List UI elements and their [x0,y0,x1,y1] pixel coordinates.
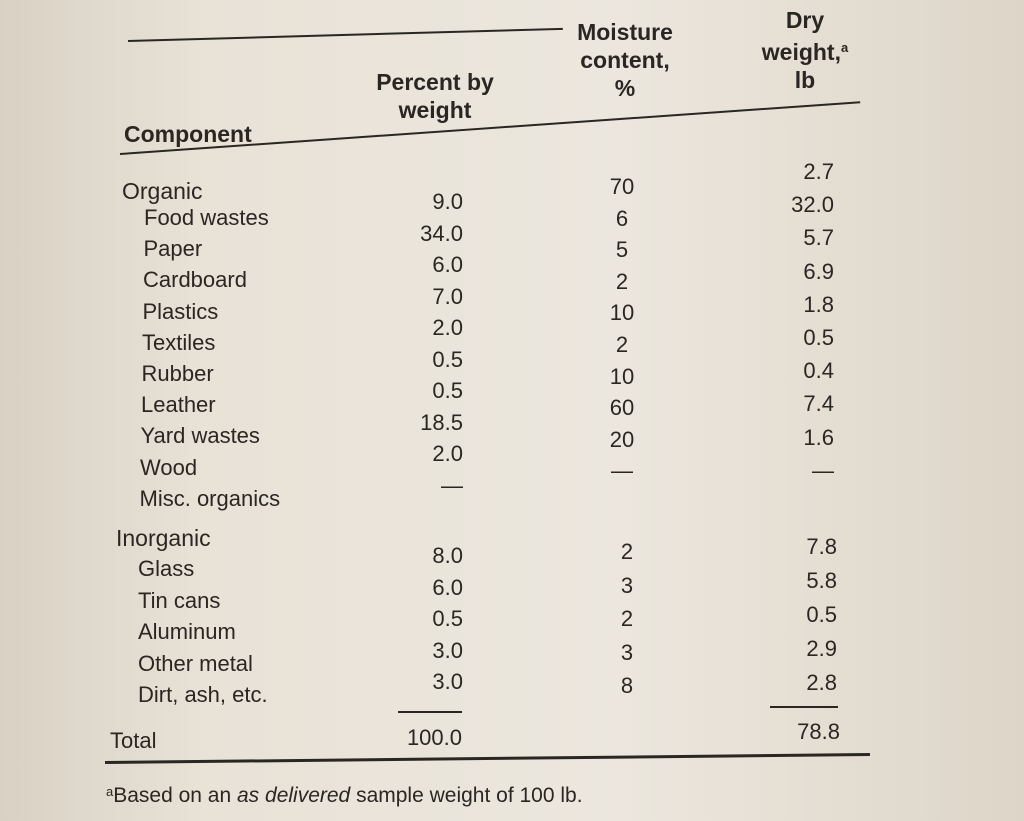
row-name: Aluminum [138,619,236,644]
header-percent-line1: Percent by [376,69,494,95]
header-moisture-line3: % [614,75,636,101]
header-moisture-line1: Moisture [577,19,673,45]
row-percent: 6.0 [432,574,463,600]
row-dry-weight: 1.6 [803,424,834,450]
row-percent: 18.5 [420,409,463,435]
row-dry-weight: 5.8 [806,568,837,593]
row-moisture: 2 [615,332,629,357]
header-percent-line2: weight [398,97,472,123]
row-moisture: 6 [615,205,629,231]
row-percent: 0.5 [432,378,463,403]
row-name: Dirt, ash, etc. [138,682,268,707]
row-moisture: 2 [615,268,629,294]
footnote-emphasis: as delivered [237,784,351,807]
group-inorganic: Inorganic [116,525,211,551]
row-name: Textiles [142,329,216,355]
row-percent: 0.5 [432,606,463,631]
footnote-mark: a [841,40,849,55]
row-percent: 2.0 [432,441,463,466]
row-name: Leather [141,392,216,418]
row-moisture: 8 [620,673,634,698]
header-percent: Percent by weight [360,68,510,124]
footnote: aBased on an as delivered sample weight … [106,778,583,810]
group-organic: Organic [122,178,203,204]
row-moisture: 20 [609,426,635,452]
row-moisture: 3 [620,572,634,598]
footnote-text-after: sample weight of 100 lb. [350,784,583,807]
row-percent: 8.0 [432,543,463,568]
row-dry-weight: 6.9 [803,258,834,284]
row-name: Food wastes [144,205,269,230]
row-moisture: 3 [620,639,634,665]
row-percent: 3.0 [432,669,463,694]
total-percent: 100.0 [406,725,462,750]
row-dry-weight: 0.4 [803,358,834,384]
header-dry-line1: Dry [785,7,825,33]
total-label: Total [110,728,157,753]
row-percent: 0.5 [432,346,463,372]
row-dry-weight: 1.8 [803,291,834,317]
bottom-rule [104,752,870,764]
row-name: Tin cans [138,587,221,613]
row-name: Misc. organics [139,485,281,511]
header-moisture: Moisture content, % [555,18,695,102]
header-dry-weight: Dry weight,a lb [740,6,870,94]
row-percent: 9.0 [432,189,463,214]
row-name: Wood [140,454,198,480]
row-name: Rubber [141,361,214,386]
percent-total-rule [398,711,462,713]
row-moisture: 70 [609,174,635,199]
row-moisture: 5 [615,237,629,263]
row-name: Yard wastes [140,423,260,449]
row-moisture: 2 [620,539,634,564]
row-moisture: — [611,458,633,484]
row-percent: — [441,472,463,498]
row-dry-weight: 5.7 [803,225,834,251]
header-dry-line2: weight,a [761,39,849,65]
row-dry-weight: 7.8 [806,534,837,559]
row-dry-weight: 0.5 [806,602,837,627]
row-dry-weight: 2.9 [806,636,837,661]
row-dry-weight: 0.5 [803,325,834,350]
row-moisture: 10 [609,300,635,326]
footnote-marker: a [106,784,114,799]
row-name: Other metal [138,650,253,676]
row-name: Glass [138,556,195,581]
row-dry-weight: 2.8 [806,670,837,695]
row-name: Cardboard [143,267,247,293]
row-dry-weight: 7.4 [803,391,834,417]
row-percent: 3.0 [432,637,463,663]
row-name: Paper [143,236,203,262]
row-dry-weight: 32.0 [791,192,834,218]
row-name: Plastics [142,298,219,324]
dry-total-rule [770,706,838,708]
row-dry-weight: — [812,457,834,483]
row-moisture: 60 [609,395,635,421]
row-dry-weight: 2.7 [803,159,834,184]
row-percent: 34.0 [420,220,463,246]
header-moisture-line2: content, [580,47,670,73]
row-percent: 2.0 [432,315,463,340]
row-moisture: 2 [620,606,634,631]
row-percent: 6.0 [432,252,463,277]
row-moisture: 10 [609,363,635,389]
top-rule [127,27,563,42]
header-component: Component [124,121,252,147]
row-percent: 7.0 [432,283,463,309]
footnote-text-before: Based on an [113,784,237,807]
header-dry-line3: lb [794,67,816,93]
total-dry-weight: 78.8 [797,719,840,744]
